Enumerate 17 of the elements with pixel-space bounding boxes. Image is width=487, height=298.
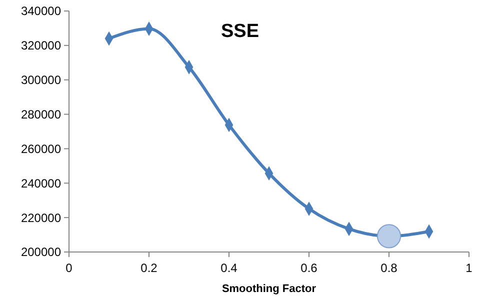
y-tick-label: 260000 xyxy=(20,142,62,156)
x-tick-label: 0.2 xyxy=(140,261,158,275)
y-tick-label: 320000 xyxy=(20,38,62,53)
x-tick-label: 0.8 xyxy=(380,261,398,275)
y-tick-label: 200000 xyxy=(20,245,62,260)
x-tick-label: 0.4 xyxy=(220,261,238,275)
y-tick-label: 240000 xyxy=(20,176,62,190)
y-tick-label: 280000 xyxy=(20,107,62,122)
point xyxy=(376,224,402,248)
x-tick-label: 1 xyxy=(466,261,473,275)
y-tick-label: 340000 xyxy=(20,4,62,18)
x-tick-label: 0.6 xyxy=(300,261,318,275)
text: SSE xyxy=(220,21,260,42)
x-tick-label: 0 xyxy=(66,261,73,275)
x-axis-title: Smoothing Factor xyxy=(222,283,317,295)
y-tick-label: 300000 xyxy=(20,73,62,88)
y-tick-label: 220000 xyxy=(20,210,62,225)
